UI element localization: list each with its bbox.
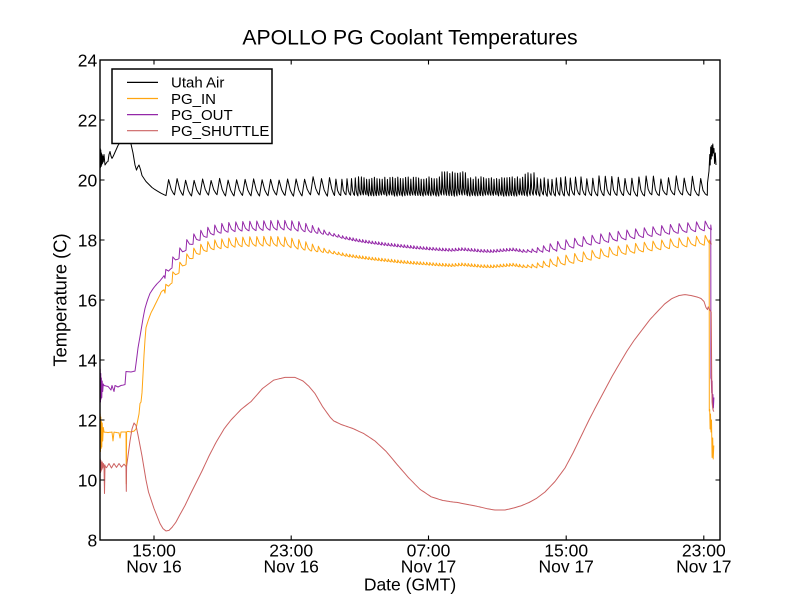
svg-text:Nov 16: Nov 16 — [263, 556, 318, 576]
svg-text:Date (GMT): Date (GMT) — [364, 575, 456, 595]
svg-text:PG_IN: PG_IN — [171, 91, 216, 108]
svg-text:22: 22 — [78, 111, 97, 131]
svg-text:18: 18 — [78, 231, 97, 251]
svg-text:23:00: 23:00 — [682, 540, 726, 560]
svg-text:Utah Air: Utah Air — [171, 75, 224, 92]
svg-text:15:00: 15:00 — [132, 540, 176, 560]
svg-text:PG_OUT: PG_OUT — [171, 107, 233, 124]
svg-text:APOLLO PG Coolant Temperatures: APOLLO PG Coolant Temperatures — [242, 27, 577, 50]
svg-text:Nov 17: Nov 17 — [676, 556, 731, 576]
svg-text:12: 12 — [78, 411, 97, 431]
svg-text:23:00: 23:00 — [269, 540, 313, 560]
svg-text:10: 10 — [78, 471, 98, 491]
svg-text:Temperature (C): Temperature (C) — [50, 233, 71, 366]
svg-text:07:00: 07:00 — [407, 540, 451, 560]
svg-text:20: 20 — [78, 171, 98, 191]
svg-text:Nov 17: Nov 17 — [401, 556, 456, 576]
svg-text:8: 8 — [87, 531, 97, 551]
svg-text:16: 16 — [78, 291, 97, 311]
svg-text:Nov 16: Nov 16 — [126, 556, 181, 576]
svg-text:15:00: 15:00 — [544, 540, 588, 560]
svg-text:24: 24 — [78, 51, 98, 71]
svg-text:14: 14 — [78, 351, 98, 371]
svg-text:PG_SHUTTLE: PG_SHUTTLE — [171, 123, 269, 140]
svg-text:Nov 17: Nov 17 — [538, 556, 593, 576]
